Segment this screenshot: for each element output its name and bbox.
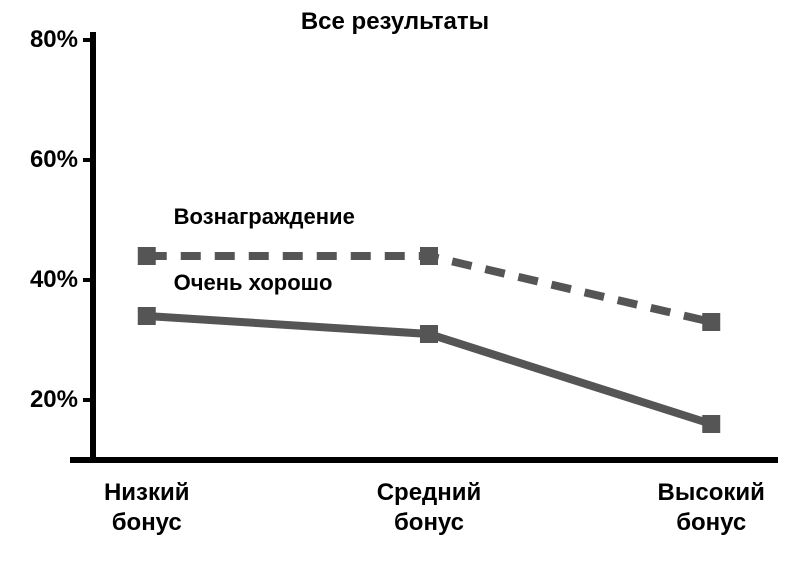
x-category-label: Низкийбонус <box>57 478 237 538</box>
series-label-reward: Вознаграждение <box>174 204 355 230</box>
chart-container: Все результаты 20% 40% 60% 80% Низкийбон… <box>0 0 790 565</box>
y-tick-label: 80% <box>8 26 78 54</box>
series-label-very-good: Очень хорошо <box>174 270 333 296</box>
x-category-label: Среднийбонус <box>339 478 519 538</box>
y-tick-label: 60% <box>8 146 78 174</box>
x-category-label: Высокийбонус <box>621 478 790 538</box>
y-tick-label: 20% <box>8 386 78 414</box>
y-tick-label: 40% <box>8 266 78 294</box>
